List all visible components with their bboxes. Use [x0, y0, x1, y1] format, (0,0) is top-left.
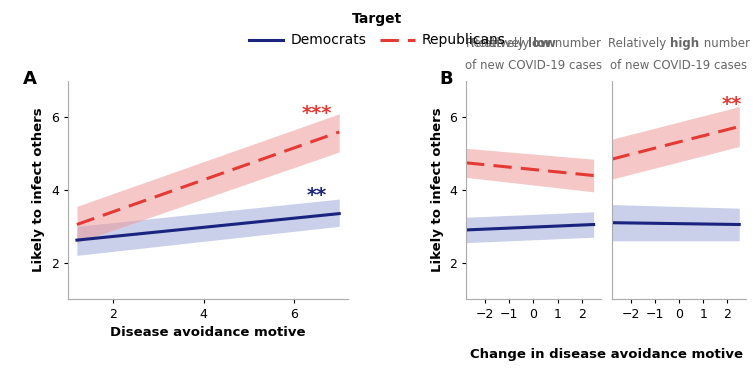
Text: B: B: [439, 70, 452, 88]
X-axis label: Disease avoidance motive: Disease avoidance motive: [110, 327, 306, 339]
Y-axis label: Likely to infect others: Likely to infect others: [32, 108, 45, 272]
Text: of new COVID-19 cases: of new COVID-19 cases: [611, 59, 748, 72]
Text: high: high: [670, 37, 700, 50]
Y-axis label: Likely to infect others: Likely to infect others: [431, 108, 443, 272]
Text: Relatively: Relatively: [466, 37, 528, 50]
Text: number: number: [551, 37, 601, 50]
Text: ***: ***: [302, 104, 332, 123]
Text: low: low: [533, 37, 556, 50]
Text: low: low: [528, 37, 551, 50]
Text: of new COVID-19 cases: of new COVID-19 cases: [465, 59, 602, 72]
Text: **: **: [722, 95, 742, 114]
Legend: Democrats, Republicans: Democrats, Republicans: [243, 7, 511, 53]
Text: **: **: [306, 186, 326, 204]
Text: Relatively: Relatively: [608, 37, 670, 50]
Text: A: A: [23, 70, 37, 88]
Text: Change in disease avoidance motive: Change in disease avoidance motive: [470, 348, 743, 361]
Text: Relatively: Relatively: [471, 37, 533, 50]
Text: number: number: [700, 37, 749, 50]
